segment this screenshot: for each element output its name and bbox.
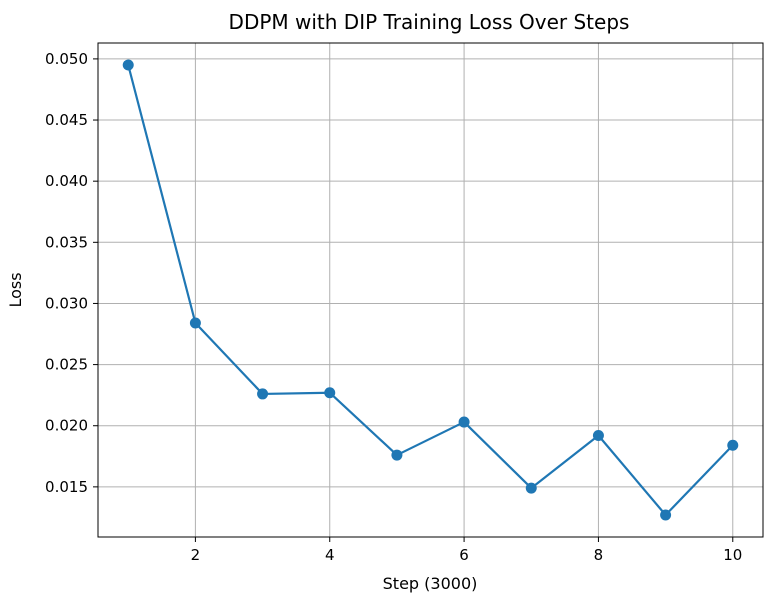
x-tick-label: 6 xyxy=(459,546,469,564)
axis-ticks: 2 4 6 8 10 0.015 0.020 0.025 0.030 0.035 0.040 0.04… xyxy=(45,50,742,564)
y-tick-label: 0.020 xyxy=(45,417,88,435)
y-axis-label: Loss xyxy=(6,272,25,307)
data-point xyxy=(592,430,604,442)
x-tick-label: 4 xyxy=(325,546,335,564)
series-layer xyxy=(122,59,739,521)
x-tick-label: 8 xyxy=(594,546,604,564)
y-tick-label: 0.040 xyxy=(45,172,88,190)
y-tick-label: 0.015 xyxy=(45,478,88,496)
y-tick-label: 0.045 xyxy=(45,111,88,129)
data-point xyxy=(525,482,537,494)
x-axis-label: Step (3000) xyxy=(383,574,478,593)
x-tick-label: 2 xyxy=(191,546,201,564)
grid xyxy=(98,43,763,537)
x-tick-label: 10 xyxy=(723,546,742,564)
y-tick-label: 0.025 xyxy=(45,356,88,374)
y-tick-label: 0.035 xyxy=(45,233,88,251)
data-point xyxy=(391,449,403,461)
y-tick-label: 0.030 xyxy=(45,294,88,312)
series-line xyxy=(127,64,734,517)
data-point xyxy=(458,416,470,428)
data-point xyxy=(257,388,269,400)
data-point xyxy=(122,59,134,71)
data-point xyxy=(660,509,672,521)
chart-title: DDPM with DIP Training Loss Over Steps xyxy=(229,10,630,34)
data-point xyxy=(727,439,739,451)
data-point xyxy=(324,387,336,399)
y-tick-label: 0.050 xyxy=(45,50,88,68)
data-point xyxy=(189,317,201,329)
plot-frame xyxy=(97,42,764,538)
